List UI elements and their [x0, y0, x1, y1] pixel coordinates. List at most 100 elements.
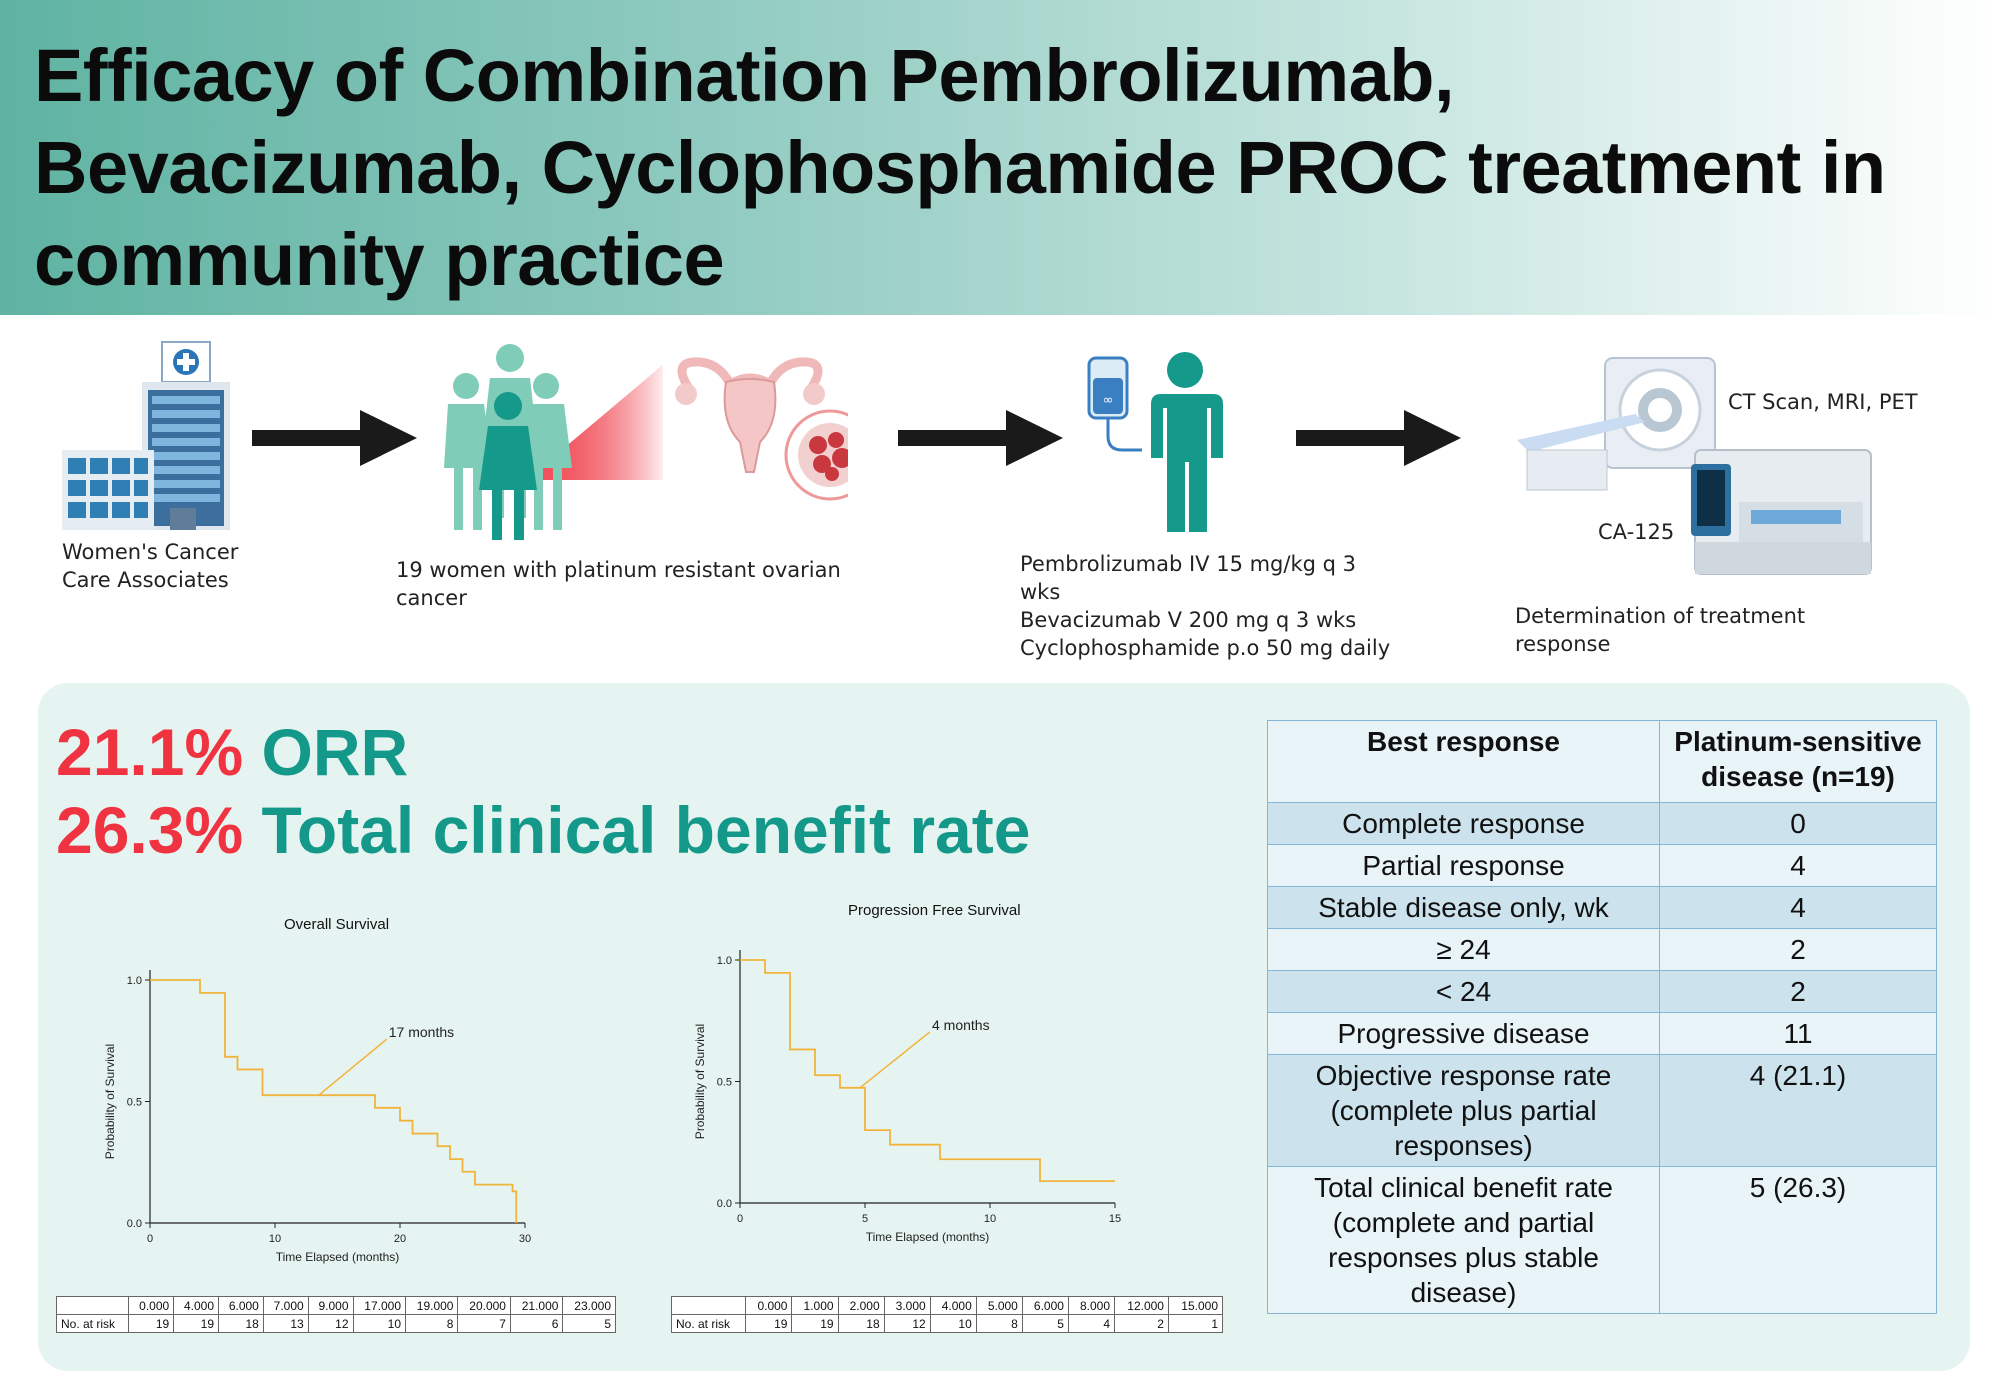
pfs-chart: 0.0 0.5 1.0 0 5 10 15 Time Elapsed (months) Prob…: [693, 950, 1121, 1244]
risk-time: 6.000: [1021, 1296, 1069, 1315]
row-label: Progressive disease: [1267, 1012, 1660, 1055]
risk-count: 10: [352, 1314, 407, 1333]
risk-time: 12.000: [1114, 1296, 1169, 1315]
row-label: Stable disease only, wk: [1267, 886, 1660, 929]
title-line-3: community practice: [34, 218, 725, 301]
x-axis-label: Time Elapsed (months): [866, 1230, 990, 1244]
title-line-2: Bevacizumab, Cyclophosphamide PROC treat…: [34, 126, 1886, 209]
risk-time: 5.000: [975, 1296, 1023, 1315]
table-row: Stable disease only, wk 4: [1267, 886, 1937, 929]
row-value: 0: [1659, 802, 1937, 845]
header-banner: [0, 0, 2000, 315]
row-value: 4: [1659, 844, 1937, 887]
col-header-best-response: Best response: [1267, 720, 1660, 803]
step3-line4: Cyclophosphamide p.o 50 mg daily: [1020, 636, 1391, 660]
risk-count: 5: [562, 1314, 616, 1333]
os-risk-table: 0.000 4.000 6.000 7.000 9.000 17.000 19.000 20.…: [55, 1296, 616, 1333]
row-label-line: (complete plus partial: [1330, 1095, 1597, 1126]
annotation-line: [318, 1038, 388, 1096]
table-row: Progressive disease 11: [1267, 1012, 1937, 1055]
step2-line1: 19 women with platinum resistant ovarian: [396, 558, 841, 582]
risk-count: 2: [1114, 1314, 1169, 1333]
step1-line1: Women's Cancer: [62, 540, 239, 564]
x-tick-label: 0: [147, 1233, 153, 1245]
x-tick-label: 15: [1109, 1213, 1121, 1225]
arrow-icon: [252, 410, 417, 466]
risk-count: 5: [1021, 1314, 1069, 1333]
women-group-icon: [444, 344, 848, 540]
annotation-line: [859, 1031, 931, 1089]
risk-time: 0.000: [128, 1296, 175, 1315]
risk-count: 12: [307, 1314, 354, 1333]
risk-count: 4: [1067, 1314, 1116, 1333]
os-chart-title: Overall Survival: [284, 916, 390, 933]
row-value: 5 (26.3): [1659, 1166, 1937, 1314]
step4-line2: response: [1515, 632, 1611, 656]
risk-label: No. at risk: [670, 1314, 747, 1333]
x-tick-label: 10: [269, 1233, 281, 1245]
survival-curve: [150, 979, 518, 1223]
risk-time: 0.000: [745, 1296, 793, 1315]
risk-time: 3.000: [883, 1296, 931, 1315]
arrow-icon: [1296, 410, 1461, 466]
pfs-risk-table: 0.000 1.000 2.000 3.000 4.000 5.000 6.000 8.000…: [670, 1296, 1224, 1333]
risk-time: 23.000: [562, 1296, 616, 1315]
row-value: 2: [1659, 970, 1937, 1013]
table-row: ≥ 24 2: [1267, 928, 1937, 971]
step1-line2: Care Associates: [62, 568, 229, 592]
iv-patient-icon: ∞: [1087, 352, 1223, 532]
risk-time: 15.000: [1167, 1296, 1224, 1315]
cbr-label: Total clinical benefit rate: [243, 793, 1031, 867]
risk-time: 1.000: [791, 1296, 839, 1315]
y-tick-label: 1.0: [717, 955, 732, 967]
row-label: Total clinical benefit rate (complete and…: [1267, 1166, 1660, 1314]
risk-label: No. at risk: [55, 1314, 130, 1333]
risk-count: 13: [262, 1314, 309, 1333]
pfs-chart-title: Progression Free Survival: [848, 902, 1021, 919]
ca125-label: CA-125: [1598, 520, 1675, 544]
cbr-stat: 26.3% Total clinical benefit rate: [56, 790, 1030, 870]
risk-time: 21.000: [509, 1296, 564, 1315]
table-row: Total clinical benefit rate (complete and…: [1267, 1166, 1937, 1314]
y-tick-label: 0.0: [127, 1218, 142, 1230]
row-label-line: responses): [1394, 1130, 1533, 1161]
risk-time: 2.000: [837, 1296, 885, 1315]
step1-caption: Women's Cancer Care Associates: [62, 538, 238, 594]
table-row: Complete response 0: [1267, 802, 1937, 845]
annotation-label: 4 months: [932, 1017, 990, 1033]
orr-label: ORR: [243, 715, 409, 789]
title-line-1: Efficacy of Combination Pembrolizumab,: [34, 34, 1455, 117]
x-tick-label: 20: [394, 1233, 406, 1245]
row-label: Complete response: [1267, 802, 1660, 845]
x-tick-label: 5: [862, 1213, 868, 1225]
step2-line2: cancer: [396, 586, 467, 610]
step4-caption: Determination of treatment response: [1515, 602, 1805, 658]
risk-count: 19: [745, 1314, 793, 1333]
risk-corner: [55, 1296, 130, 1315]
risk-count: 6: [509, 1314, 564, 1333]
os-chart: 0.0 0.5 1.0 0 10 20 30 Time Elapsed (months) Pro…: [103, 970, 531, 1264]
row-label: ≥ 24: [1267, 928, 1660, 971]
risk-count: 8: [975, 1314, 1023, 1333]
row-label-line: disease): [1410, 1277, 1517, 1308]
risk-count: 19: [173, 1314, 220, 1333]
x-axis-label: Time Elapsed (months): [276, 1250, 400, 1264]
cbr-value: 26.3%: [56, 793, 244, 867]
row-label: Objective response rate (complete plus pa…: [1267, 1054, 1660, 1167]
table-row: Objective response rate (complete plus pa…: [1267, 1054, 1937, 1167]
step3-line3: Bevacizumab V 200 mg q 3 wks: [1020, 608, 1357, 632]
row-label: Partial response: [1267, 844, 1660, 887]
col-header-platinum: Platinum-sensitive disease (n=19): [1659, 720, 1937, 803]
table-row: < 24 2: [1267, 970, 1937, 1013]
x-tick-label: 0: [737, 1213, 743, 1225]
row-value: 11: [1659, 1012, 1937, 1055]
row-label: < 24: [1267, 970, 1660, 1013]
hospital-icon: [62, 341, 230, 530]
y-tick-label: 1.0: [127, 975, 142, 987]
orr-value: 21.1%: [56, 715, 244, 789]
y-axis-label: Probability of Survival: [103, 1044, 117, 1159]
y-axis-label: Probability of Survival: [693, 1024, 707, 1139]
y-tick-label: 0.5: [127, 1097, 142, 1109]
step4-line1: Determination of treatment: [1515, 604, 1806, 628]
risk-count: 12: [883, 1314, 931, 1333]
